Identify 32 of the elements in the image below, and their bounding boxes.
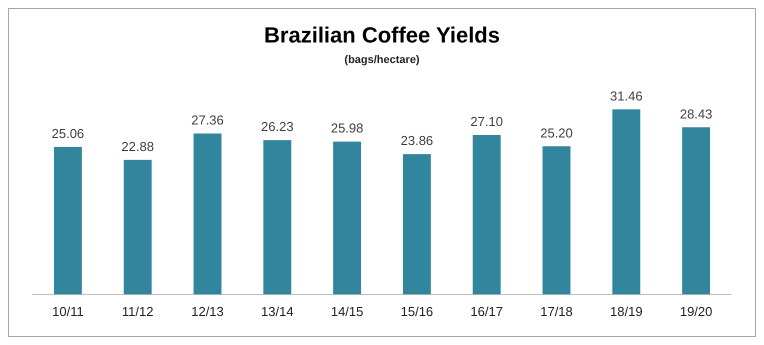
- x-tick-label: 18/19: [610, 304, 643, 319]
- x-tick-label: 11/12: [122, 304, 154, 319]
- data-label: 27.10: [470, 114, 503, 130]
- x-tick-label: 10/11: [52, 304, 84, 319]
- x-tick-label: 14/15: [330, 304, 364, 319]
- data-label: 25.06: [52, 126, 84, 142]
- bar: [612, 109, 640, 294]
- bar: [54, 147, 82, 294]
- x-tick-label: 15/16: [400, 304, 434, 319]
- data-label: 27.36: [191, 112, 224, 128]
- chart-title: Brazilian Coffee Yields: [264, 22, 500, 48]
- bar: [472, 135, 501, 294]
- x-tick-label: 12/13: [191, 304, 224, 319]
- data-label: 23.86: [400, 133, 434, 148]
- bar: [542, 146, 570, 294]
- data-label: 22.88: [121, 138, 154, 154]
- bar: [263, 140, 292, 294]
- x-tick-label: 17/18: [540, 304, 573, 319]
- bar: [194, 134, 222, 294]
- bar: [333, 142, 362, 294]
- x-tick-label: 16/17: [470, 304, 503, 319]
- bar: [402, 154, 431, 294]
- data-label: 25.20: [540, 125, 573, 140]
- data-label: 28.43: [680, 106, 712, 122]
- data-label: 31.46: [610, 88, 643, 104]
- data-label: 25.98: [330, 120, 364, 136]
- bar: [682, 127, 710, 294]
- x-tick-label: 13/14: [261, 304, 294, 319]
- x-tick-label: 19/20: [680, 304, 712, 319]
- data-label: 26.23: [261, 119, 294, 134]
- bar: [124, 160, 152, 294]
- chart-subtitle: (bags/hectare): [344, 54, 420, 66]
